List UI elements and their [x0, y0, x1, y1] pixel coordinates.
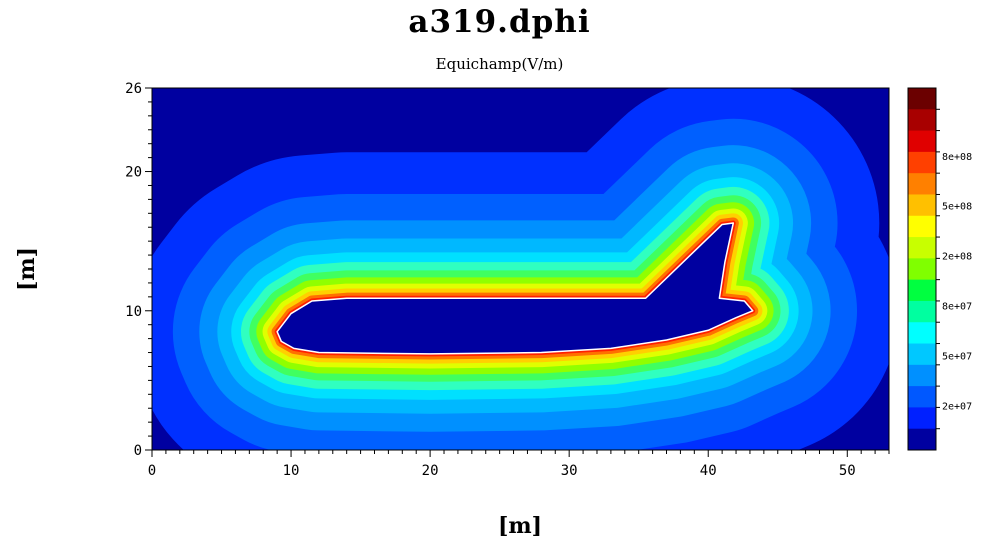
plot-area: [152, 88, 889, 450]
colorbar-label: 5e+07: [942, 352, 972, 363]
y-tick-label: 20: [125, 165, 142, 181]
chart-subtitle: Equichamp(V/m): [435, 55, 564, 73]
colorbar-swatch: [908, 407, 936, 430]
x-tick-label: 20: [422, 463, 439, 479]
colorbar-swatch: [908, 237, 936, 259]
colorbar-swatch: [908, 258, 936, 281]
colorbar-swatch: [908, 173, 936, 195]
x-tick-label: 50: [839, 463, 856, 479]
x-axis: 0 10 20 30 40 50: [148, 450, 890, 479]
colorbar-frame: [907, 87, 937, 451]
x-tick-label: 30: [561, 463, 578, 479]
colorbar-label: 2e+08: [942, 252, 972, 263]
aircraft-shape: [276, 222, 754, 355]
colorbar-swatch: [908, 109, 936, 132]
colorbar-swatch: [908, 322, 936, 345]
y-tick-label: 10: [125, 304, 142, 320]
x-tick-label: 40: [700, 463, 717, 479]
chart-title: a319.dphi: [408, 4, 591, 40]
colorbar-swatch: [908, 151, 936, 174]
y-axis: 0 10 20 26: [125, 81, 152, 459]
colorbar-label: 2e+07: [942, 402, 972, 413]
y-axis-title: [m]: [14, 247, 40, 291]
colorbar: 8e+08 5e+08 2e+08 8e+07 5e+07 2e+07: [907, 87, 972, 451]
colorbar-swatch: [908, 88, 936, 110]
y-tick-label: 0: [134, 443, 142, 459]
colorbar-swatch: [908, 364, 936, 387]
y-tick-label: 26: [125, 81, 142, 97]
colorbar-label: 8e+08: [942, 152, 972, 163]
colorbar-swatch: [908, 279, 936, 302]
colorbar-swatch: [908, 343, 936, 366]
colorbar-swatch: [908, 300, 936, 323]
colorbar-swatch: [908, 194, 936, 217]
x-tick-label: 10: [283, 463, 300, 479]
colorbar-swatch: [908, 130, 936, 153]
x-axis-title: [m]: [498, 513, 542, 539]
colorbar-label: 8e+07: [942, 302, 972, 313]
x-tick-label: 0: [148, 463, 156, 479]
colorbar-label: 5e+08: [942, 202, 972, 213]
colorbar-swatch: [908, 428, 936, 451]
colorbar-swatch: [908, 386, 936, 408]
colorbar-swatch: [908, 215, 936, 238]
